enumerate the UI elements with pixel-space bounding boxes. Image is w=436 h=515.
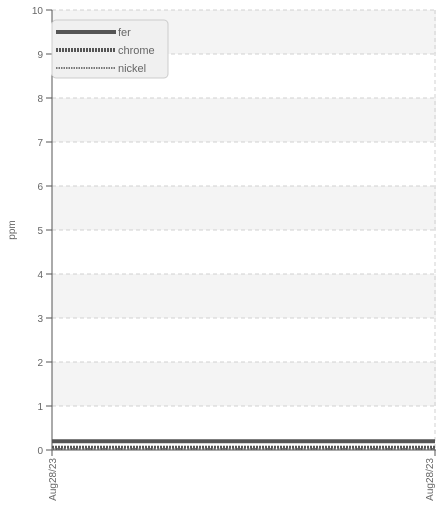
legend-label-fer[interactable]: fer <box>118 27 131 39</box>
grid-band <box>52 186 436 230</box>
x-tick-labels: Aug28/23 Aug28/23 <box>48 458 436 501</box>
grid-band <box>52 362 436 406</box>
legend-label-nickel[interactable]: nickel <box>118 63 146 75</box>
y-tick-label: 6 <box>37 182 43 193</box>
y-tick-label: 0 <box>37 446 43 457</box>
y-tick-label: 9 <box>37 50 43 61</box>
legend-label-chrome[interactable]: chrome <box>118 45 155 57</box>
grid-band <box>52 98 436 142</box>
legend[interactable]: fer chrome nickel <box>51 19 169 79</box>
y-tick-label: 1 <box>37 402 43 413</box>
y-axis-title: ppm <box>7 220 18 239</box>
y-tick-label: 2 <box>37 358 43 369</box>
series-lines <box>52 439 435 450</box>
y-tick-labels: 0 1 2 3 4 5 6 7 8 9 10 <box>32 6 44 457</box>
y-tick-label: 5 <box>37 226 43 237</box>
grid-band <box>52 274 436 318</box>
y-tick-label: 7 <box>37 138 43 149</box>
y-tick-label: 10 <box>32 6 44 17</box>
x-tick-label: Aug28/23 <box>425 458 436 501</box>
y-tick-label: 8 <box>37 94 43 105</box>
y-tick-label: 3 <box>37 314 43 325</box>
y-tick-label: 4 <box>37 270 43 281</box>
x-tick-label: Aug28/23 <box>48 458 59 501</box>
